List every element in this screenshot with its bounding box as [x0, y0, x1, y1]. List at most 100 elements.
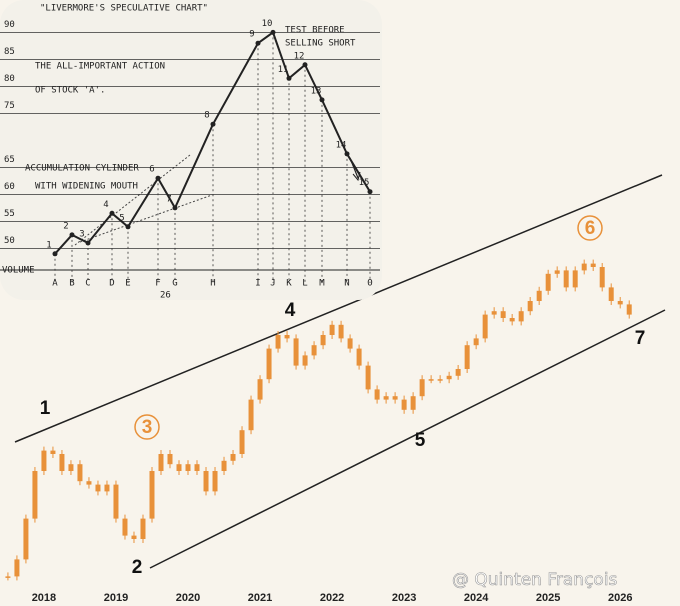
candle-body [401, 399, 407, 410]
candle-body [41, 450, 47, 471]
candle-body [599, 267, 605, 288]
x-tick-label: 2022 [320, 592, 344, 604]
candle-body [482, 314, 488, 339]
x-tick-label: A [52, 279, 58, 289]
candle-body [194, 464, 200, 471]
point [286, 75, 292, 81]
inset-annotation: with widening mouth [35, 182, 138, 192]
candle-body [122, 518, 128, 536]
wave-label: 3 [142, 417, 153, 438]
x-tick-label: N [344, 279, 349, 289]
point [367, 189, 373, 195]
candle-body [284, 335, 290, 339]
channel-upper [14, 174, 663, 443]
candle-body [293, 338, 299, 366]
candle-body [131, 535, 137, 539]
candle-body [302, 355, 308, 366]
x-tick-label: D [109, 279, 114, 289]
point [172, 205, 178, 211]
candle-body [509, 318, 515, 322]
x-tick-label: 2020 [176, 592, 200, 604]
candle-body [554, 270, 560, 274]
candle-body [203, 471, 209, 492]
candle-body [149, 471, 155, 519]
candle-body [50, 450, 56, 454]
candle-body [14, 559, 20, 577]
candle-body [275, 335, 281, 349]
point-label: 11 [278, 65, 289, 75]
x-tick-label: 2021 [248, 592, 272, 604]
candle-body [563, 270, 569, 288]
candle-body [320, 335, 326, 346]
point-label: 10 [262, 19, 273, 29]
point [319, 97, 325, 103]
x-tick-label: E [125, 279, 130, 289]
inset-annotation: The All-Important Action [35, 62, 165, 72]
point-label: 6 [149, 165, 154, 175]
candle-body [113, 484, 119, 519]
x-tick-label: C [85, 279, 90, 289]
x-tick-label: 2023 [392, 592, 416, 604]
candle-body [140, 518, 146, 539]
candle-body [86, 481, 92, 485]
candle-body [518, 311, 524, 322]
candle-body [167, 454, 173, 465]
candle-body [311, 345, 317, 356]
y-tick-label: 55 [4, 209, 15, 219]
x-tick-label: K [286, 279, 292, 289]
candle-body [536, 290, 542, 301]
candle-body [437, 379, 443, 381]
point [69, 232, 75, 238]
candle-body [248, 399, 254, 431]
x-tick-label: 2024 [464, 592, 489, 604]
candle-body [581, 263, 587, 271]
y-tick-label: 60 [4, 182, 15, 192]
wave-label: 4 [285, 300, 296, 321]
candle-body [257, 379, 263, 400]
candle-body [491, 311, 497, 315]
point [52, 251, 58, 257]
candle-body [428, 379, 434, 381]
x-tick-label: 2026 [608, 592, 632, 604]
wave-label: 2 [132, 557, 143, 578]
candle-body [617, 301, 623, 305]
candle-body [59, 454, 65, 471]
x-tick-label: M [319, 279, 325, 289]
candle-body [5, 576, 11, 578]
wave-label: 7 [635, 328, 646, 349]
x-tick-label: 2018 [32, 592, 56, 604]
point [210, 121, 216, 127]
candle-body [410, 396, 416, 410]
candle-body [95, 484, 101, 492]
candle-body [500, 311, 506, 318]
y-tick-label: 65 [4, 155, 15, 165]
candle-body [527, 301, 533, 312]
point [85, 240, 91, 246]
x-tick-label: 2019 [104, 592, 128, 604]
wave-circle [577, 215, 603, 241]
candle-body [383, 396, 389, 400]
x-tick-label: B [69, 279, 74, 289]
y-tick-label: 90 [4, 20, 15, 30]
cylinder-line [79, 194, 213, 243]
candle-body [464, 345, 470, 369]
candle-body [266, 348, 272, 380]
inset-annotation: of Stock 'A'. [35, 86, 105, 96]
inset-panel [0, 0, 382, 300]
point [155, 175, 161, 181]
point-label: 5 [119, 213, 124, 223]
point-label: 2 [63, 221, 68, 231]
candle-body [455, 369, 461, 376]
point [255, 40, 261, 46]
candle-body [185, 464, 191, 471]
x-axis-label: Volume [2, 266, 35, 276]
candle-body [356, 348, 362, 366]
point-label: 1 [46, 240, 51, 250]
candle-body [347, 338, 353, 349]
point-label: 9 [249, 30, 254, 40]
x-tick-label: 2025 [536, 592, 560, 604]
candle-body [212, 471, 218, 492]
x-tick-label: G [172, 279, 177, 289]
y-tick-label: 85 [4, 47, 15, 57]
